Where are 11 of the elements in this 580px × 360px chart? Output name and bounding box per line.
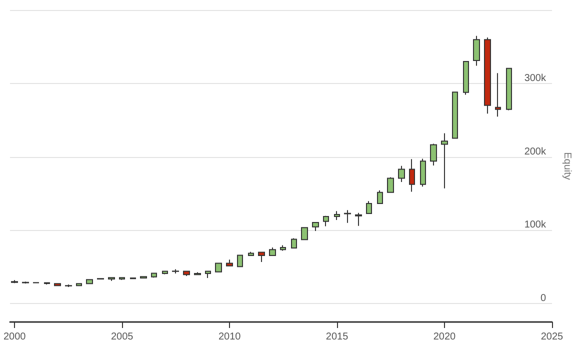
y-tick-label: 300k (524, 72, 547, 84)
x-tick-label: 2015 (326, 332, 349, 342)
y-tick-label: 200k (524, 146, 547, 158)
x-tick-label: 2000 (3, 332, 26, 342)
y-tick-label: 0 (540, 293, 546, 304)
x-tick-label: 2005 (110, 332, 134, 342)
x-tick-label: 2020 (433, 332, 456, 342)
x-tick-label: 2025 (540, 332, 564, 342)
y-tick-label: 100k (524, 220, 547, 231)
y-axis-title: Equity (562, 152, 572, 180)
x-tick-label: 2010 (218, 332, 242, 342)
